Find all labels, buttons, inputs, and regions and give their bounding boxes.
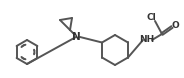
Text: N: N	[72, 32, 80, 42]
Text: O: O	[171, 22, 179, 30]
Text: NH: NH	[139, 35, 155, 45]
Text: Cl: Cl	[146, 13, 156, 22]
